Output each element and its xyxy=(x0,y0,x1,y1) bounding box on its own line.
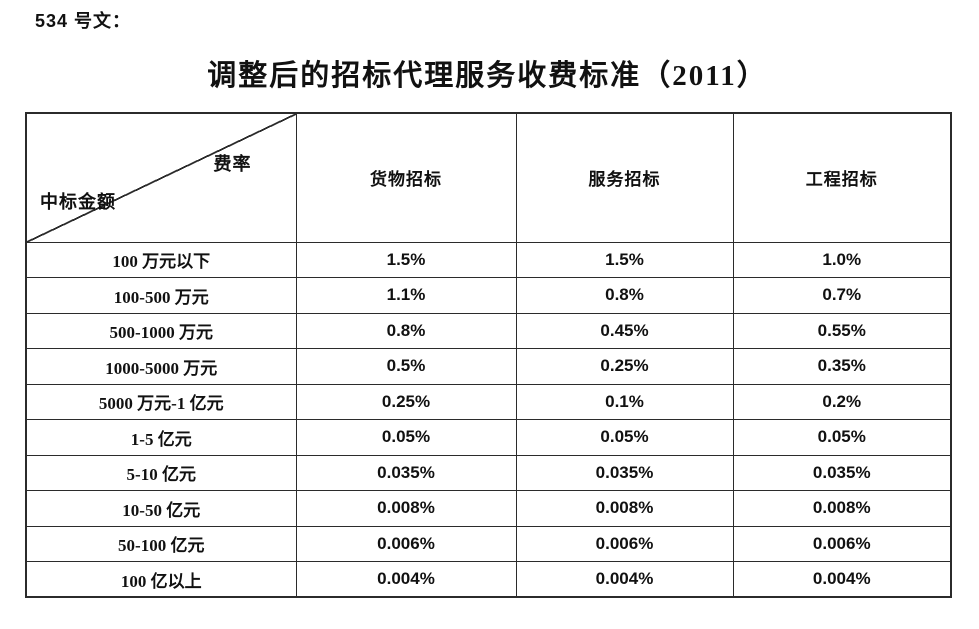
row-label-amount-range: 100 万元以下 xyxy=(25,241,297,278)
page-title: 调整后的招标代理服务收费标准（2011） xyxy=(207,60,768,92)
service-rate-value: 1.5% xyxy=(515,241,734,278)
engineering-rate-value: 0.7% xyxy=(732,277,952,314)
row-label-amount-range: 100-500 万元 xyxy=(25,277,297,314)
table-row: 100-500 万元 1.1% 0.8% 0.7% xyxy=(25,277,952,314)
column-header-engineering: 工程招标 xyxy=(732,112,952,243)
table-row: 100 亿以上 0.004% 0.004% 0.004% xyxy=(25,561,952,598)
row-label-amount-range: 5-10 亿元 xyxy=(25,454,297,491)
goods-rate-value: 0.006% xyxy=(295,525,517,562)
goods-rate-value: 0.8% xyxy=(295,312,517,349)
service-rate-value: 0.05% xyxy=(515,419,734,456)
table-row: 100 万元以下 1.5% 1.5% 1.0% xyxy=(25,241,952,278)
document-number-label: 534 号文： xyxy=(35,11,132,31)
goods-rate-value: 0.004% xyxy=(295,561,517,598)
service-rate-value: 0.006% xyxy=(515,525,734,562)
service-rate-value: 0.8% xyxy=(515,277,734,314)
engineering-rate-value: 0.2% xyxy=(732,383,952,420)
column-header-goods: 货物招标 xyxy=(295,112,517,243)
service-rate-value: 0.008% xyxy=(515,490,734,527)
goods-rate-value: 0.035% xyxy=(295,454,517,491)
table-row: 1000-5000 万元 0.5% 0.25% 0.35% xyxy=(25,348,952,385)
table-row: 1-5 亿元 0.05% 0.05% 0.05% xyxy=(25,419,952,456)
table-row: 5000 万元-1 亿元 0.25% 0.1% 0.2% xyxy=(25,383,952,420)
row-label-amount-range: 500-1000 万元 xyxy=(25,312,297,349)
service-rate-value: 0.035% xyxy=(515,454,734,491)
row-label-amount-range: 1000-5000 万元 xyxy=(25,348,297,385)
service-rate-value: 0.1% xyxy=(515,383,734,420)
corner-label-rate: 费率 xyxy=(213,154,252,174)
engineering-rate-value: 1.0% xyxy=(732,241,952,278)
fee-standard-table: 费率 中标金额 货物招标 服务招标 工程招标 100 万元以下 1.5% 1.5… xyxy=(25,112,952,598)
table-row: 10-50 亿元 0.008% 0.008% 0.008% xyxy=(25,490,952,527)
engineering-rate-value: 0.008% xyxy=(732,490,952,527)
table-header-row: 费率 中标金额 货物招标 服务招标 工程招标 xyxy=(25,112,952,243)
row-label-amount-range: 100 亿以上 xyxy=(25,561,297,598)
engineering-rate-value: 0.004% xyxy=(732,561,952,598)
column-header-service: 服务招标 xyxy=(515,112,734,243)
row-label-amount-range: 5000 万元-1 亿元 xyxy=(25,383,297,420)
corner-label-amount: 中标金额 xyxy=(40,191,116,212)
goods-rate-value: 1.5% xyxy=(295,241,517,278)
goods-rate-value: 0.25% xyxy=(295,383,517,420)
engineering-rate-value: 0.006% xyxy=(732,525,952,562)
engineering-rate-value: 0.55% xyxy=(732,312,952,349)
table-row: 5-10 亿元 0.035% 0.035% 0.035% xyxy=(25,454,952,491)
goods-rate-value: 0.008% xyxy=(295,490,517,527)
engineering-rate-value: 0.35% xyxy=(732,348,952,385)
diagonal-corner-cell: 费率 中标金额 xyxy=(25,112,297,243)
service-rate-value: 0.004% xyxy=(515,561,734,598)
row-label-amount-range: 10-50 亿元 xyxy=(25,490,297,527)
table-row: 500-1000 万元 0.8% 0.45% 0.55% xyxy=(25,312,952,349)
row-label-amount-range: 50-100 亿元 xyxy=(25,525,297,562)
service-rate-value: 0.25% xyxy=(515,348,734,385)
row-label-amount-range: 1-5 亿元 xyxy=(25,419,297,456)
goods-rate-value: 0.05% xyxy=(295,419,517,456)
engineering-rate-value: 0.05% xyxy=(732,419,952,456)
table-body: 100 万元以下 1.5% 1.5% 1.0% 100-500 万元 1.1% … xyxy=(25,241,952,598)
engineering-rate-value: 0.035% xyxy=(732,454,952,491)
goods-rate-value: 0.5% xyxy=(295,348,517,385)
service-rate-value: 0.45% xyxy=(515,312,734,349)
goods-rate-value: 1.1% xyxy=(295,277,517,314)
table-row: 50-100 亿元 0.006% 0.006% 0.006% xyxy=(25,525,952,562)
